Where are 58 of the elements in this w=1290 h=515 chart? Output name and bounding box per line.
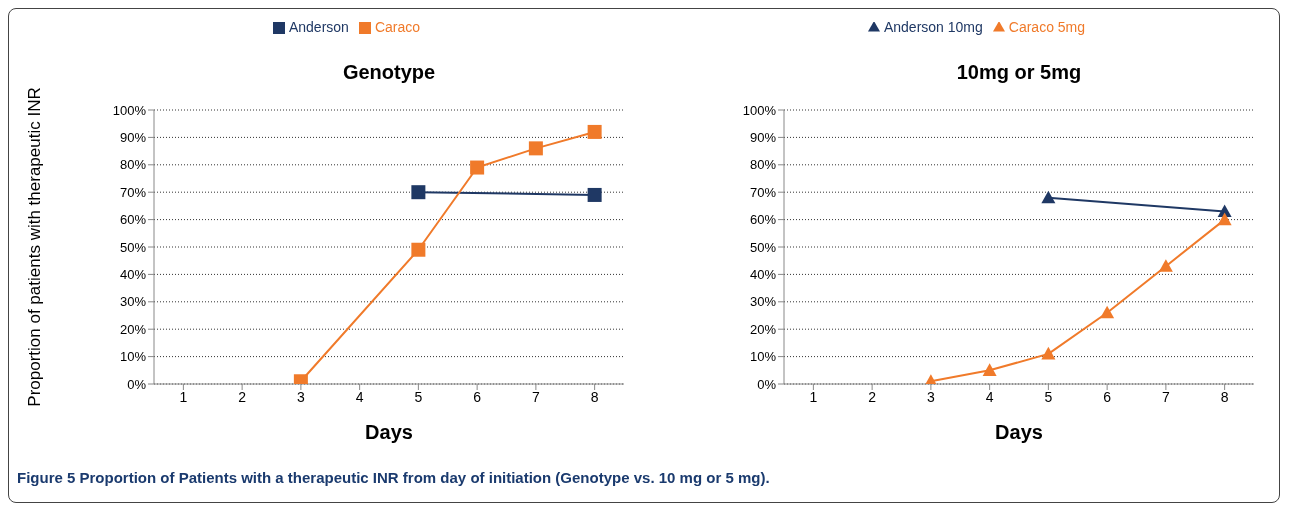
y-axis-title: Proportion of patients with therapeutic INR — [25, 87, 45, 407]
x-tick-label: 3 — [926, 388, 935, 405]
y-tick-label: 10% — [749, 349, 777, 365]
x-tick-label: 1 — [179, 388, 188, 405]
y-tick-label: 10% — [119, 349, 147, 365]
y-tick-label: 30% — [119, 294, 147, 310]
x-tick-label: 6 — [473, 388, 482, 405]
y-tick-label: 20% — [119, 321, 147, 337]
legend-label: Anderson 10mg — [883, 19, 983, 35]
legend-label: Caraco 5mg — [1008, 19, 1086, 35]
x-tick-label: 8 — [1220, 388, 1229, 405]
y-tick-label: 0% — [127, 376, 147, 392]
x-tick-label: 7 — [531, 388, 540, 405]
y-tick-label: 80% — [749, 157, 777, 173]
y-tick-label: 20% — [749, 321, 777, 337]
x-tick-label: 5 — [414, 388, 423, 405]
x-tick-label: 2 — [238, 388, 247, 405]
y-tick-label: 50% — [749, 239, 777, 255]
y-tick-label: 60% — [749, 212, 777, 228]
point — [587, 187, 602, 202]
point — [411, 242, 426, 257]
x-tick-label: 3 — [296, 388, 305, 405]
x-tick-label: 5 — [1044, 388, 1053, 405]
point — [982, 363, 997, 376]
y-tick-label: 70% — [749, 184, 777, 200]
x-tick-label: 4 — [985, 388, 994, 405]
x-tick-label: 1 — [809, 388, 818, 405]
chart-title: Genotype — [341, 61, 437, 84]
x-tick-label: 8 — [590, 388, 599, 405]
y-tick-label: 60% — [119, 212, 147, 228]
caption: Figure 5 Proportion of Patients with a therapeutic INR from day of initiation (Genotype vs. 10 mg or 5 mg). — [17, 469, 770, 486]
y-tick-label: 90% — [119, 130, 147, 146]
point — [1041, 346, 1056, 360]
y-tick-label: 40% — [119, 267, 147, 283]
y-tick-label: 40% — [749, 267, 777, 283]
y-tick-label: 100% — [742, 102, 777, 118]
y-tick-label: 30% — [749, 294, 777, 310]
y-tick-label: 100% — [112, 102, 147, 118]
y-tick-label: 70% — [119, 184, 147, 200]
chart-title: 10mg or 5mg — [955, 61, 1083, 84]
x-axis-title: Days — [365, 421, 413, 443]
point — [528, 141, 543, 156]
legend-label: Anderson — [288, 19, 349, 35]
x-tick-label: 4 — [355, 388, 364, 405]
x-axis-title: Days — [995, 421, 1043, 443]
x-tick-label: 7 — [1161, 388, 1170, 405]
x-tick-label: 6 — [1103, 388, 1112, 405]
y-tick-label: 90% — [749, 130, 777, 146]
y-tick-label: 50% — [119, 239, 147, 255]
point — [470, 160, 485, 175]
x-tick-label: 2 — [868, 388, 877, 405]
point — [411, 185, 426, 200]
y-tick-label: 0% — [757, 376, 777, 392]
legend-label: Caraco — [374, 19, 421, 35]
point — [1158, 259, 1173, 272]
point — [587, 124, 602, 139]
y-tick-label: 80% — [119, 157, 147, 173]
point — [1100, 305, 1115, 319]
